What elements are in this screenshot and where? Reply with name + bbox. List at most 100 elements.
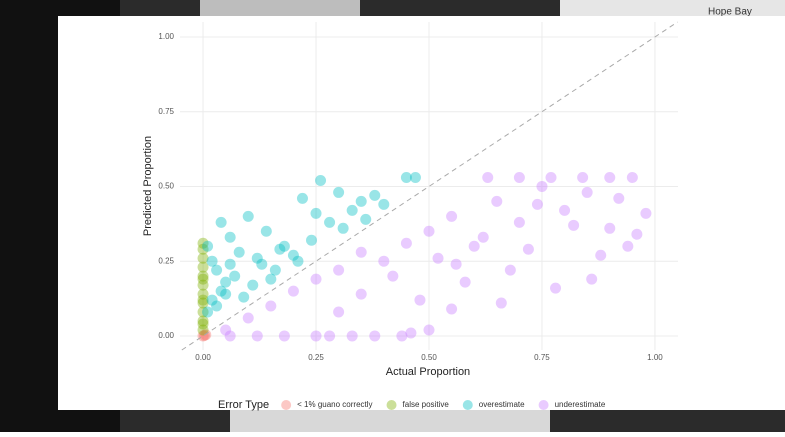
point: [536, 181, 547, 192]
point: [378, 256, 389, 267]
x-tick-label: 1.00: [647, 353, 663, 362]
point: [446, 211, 457, 222]
point: [604, 172, 615, 183]
point: [577, 172, 588, 183]
point: [211, 301, 222, 312]
point: [225, 232, 236, 243]
point: [198, 274, 209, 285]
y-tick-label: 0.25: [158, 256, 174, 265]
point: [356, 247, 367, 258]
point: [216, 217, 227, 228]
background-label: Hope Bay: [708, 7, 752, 18]
point: [523, 244, 534, 255]
point: [333, 307, 344, 318]
y-tick-label: 0.50: [158, 182, 174, 191]
point: [424, 324, 435, 335]
point: [265, 274, 276, 285]
x-tick-label: 0.75: [534, 353, 550, 362]
point: [265, 301, 276, 312]
point: [514, 172, 525, 183]
point: [279, 330, 290, 341]
point: [261, 226, 272, 237]
chart-panel: [58, 16, 785, 410]
legend-key: [281, 400, 291, 410]
point: [482, 172, 493, 183]
point: [424, 226, 435, 237]
point: [225, 259, 236, 270]
y-tick-label: 0.75: [158, 107, 174, 116]
point: [311, 208, 322, 219]
point: [378, 199, 389, 210]
point: [532, 199, 543, 210]
point: [613, 193, 624, 204]
point: [256, 259, 267, 270]
background-image: [230, 410, 550, 432]
legend-key: [387, 400, 397, 410]
point: [410, 172, 421, 183]
x-tick-label: 0.00: [195, 353, 211, 362]
legend-title: Error Type: [218, 399, 269, 411]
point: [595, 250, 606, 261]
point: [414, 295, 425, 306]
point: [401, 238, 412, 249]
point: [356, 196, 367, 207]
point: [396, 330, 407, 341]
point: [640, 208, 651, 219]
point: [478, 232, 489, 243]
y-tick-label: 1.00: [158, 32, 174, 41]
point: [225, 330, 236, 341]
point: [220, 289, 231, 300]
point: [311, 274, 322, 285]
point: [369, 330, 380, 341]
point: [631, 229, 642, 240]
point: [288, 286, 299, 297]
point: [446, 304, 457, 315]
y-tick-label: 0.00: [158, 331, 174, 340]
legend-label: < 1% guano correctly: [297, 400, 372, 409]
slide: Hope Bay Actual Proportion Predicted Pro…: [0, 0, 785, 432]
point: [491, 196, 502, 207]
point: [586, 274, 597, 285]
point: [627, 172, 638, 183]
point: [451, 259, 462, 270]
point: [460, 277, 471, 288]
point: [496, 298, 507, 309]
point: [315, 175, 326, 186]
legend-label: underestimate: [555, 400, 606, 409]
point: [297, 193, 308, 204]
point: [243, 313, 254, 324]
point: [211, 265, 222, 276]
x-tick-label: 0.25: [308, 353, 324, 362]
point: [514, 217, 525, 228]
point: [347, 330, 358, 341]
point: [247, 280, 258, 291]
point: [333, 265, 344, 276]
point: [274, 244, 285, 255]
point: [324, 330, 335, 341]
point: [546, 172, 557, 183]
point: [622, 241, 633, 252]
legend-label: overestimate: [479, 400, 525, 409]
point: [292, 256, 303, 267]
point: [582, 187, 593, 198]
point: [505, 265, 516, 276]
point: [202, 307, 213, 318]
point: [568, 220, 579, 231]
point: [229, 271, 240, 282]
point: [238, 292, 249, 303]
point: [347, 205, 358, 216]
point: [550, 283, 561, 294]
point: [202, 241, 213, 252]
point: [243, 211, 254, 222]
point: [333, 187, 344, 198]
point: [252, 330, 263, 341]
point: [311, 330, 322, 341]
point: [306, 235, 317, 246]
x-axis-label: Actual Proportion: [386, 366, 470, 378]
point: [360, 214, 371, 225]
point: [604, 223, 615, 234]
y-axis-label: Predicted Proportion: [142, 136, 154, 236]
point: [369, 190, 380, 201]
point: [356, 289, 367, 300]
legend-key: [539, 400, 549, 410]
